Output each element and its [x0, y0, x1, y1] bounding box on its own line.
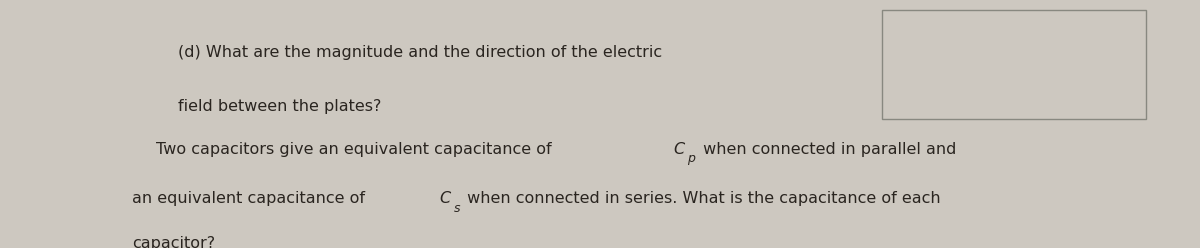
Text: when connected in series. What is the capacitance of each: when connected in series. What is the ca… [462, 191, 941, 206]
Text: Two capacitors give an equivalent capacitance of: Two capacitors give an equivalent capaci… [156, 142, 557, 157]
Text: (d) What are the magnitude and the direction of the electric: (d) What are the magnitude and the direc… [178, 45, 661, 60]
Text: capacitor?: capacitor? [132, 236, 215, 248]
Text: an equivalent capacitance of: an equivalent capacitance of [132, 191, 370, 206]
Text: C: C [673, 142, 684, 157]
Bar [882, 10, 1146, 119]
Text: C: C [439, 191, 450, 206]
Text: field between the plates?: field between the plates? [178, 99, 380, 114]
Text: when connected in parallel and: when connected in parallel and [697, 142, 956, 157]
Text: p: p [688, 153, 695, 165]
Text: s: s [454, 202, 460, 215]
